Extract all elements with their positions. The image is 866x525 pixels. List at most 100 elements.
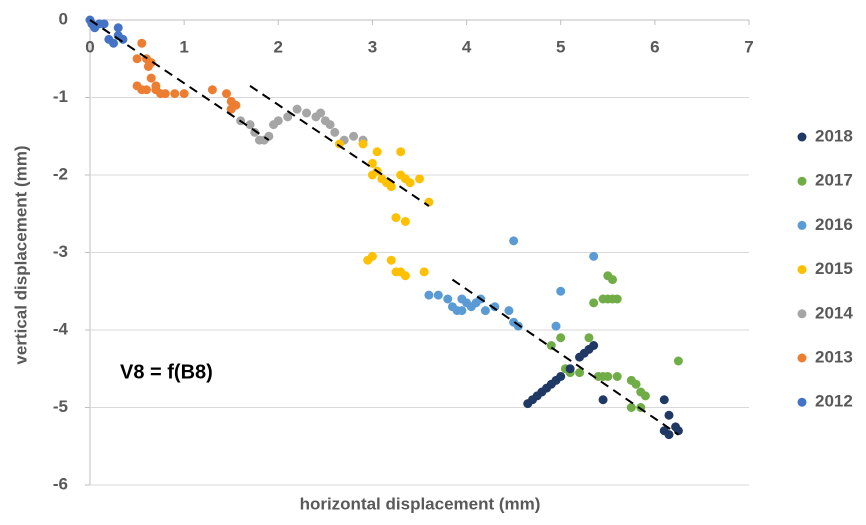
y-tick-label: -4 [53,319,69,338]
data-point [584,333,594,343]
data-point [400,217,410,226]
legend-label: 2016 [815,215,853,234]
data-point [556,286,566,296]
data-point [132,81,142,91]
data-point [358,139,368,149]
data-point [659,426,669,436]
data-point [396,147,406,157]
data-point [330,127,340,137]
data-point [471,298,481,308]
data-point [589,251,599,261]
data-point [367,158,377,168]
legend-label: 2012 [815,392,853,411]
data-point [269,120,279,130]
data-point [589,341,599,350]
data-point [631,379,641,389]
data-point [302,108,312,118]
data-point [207,85,217,95]
data-point [575,368,585,378]
data-point [386,182,396,192]
x-tick-label: 5 [556,37,565,56]
y-axis-title: vertical displacement (mm) [11,145,30,364]
legend-marker [797,176,807,186]
data-point [283,112,293,122]
legend-marker [797,220,807,230]
data-point [671,422,681,432]
data-point [179,89,189,99]
y-tick-label: -3 [53,242,68,261]
data-point [222,89,232,99]
data-point [509,236,519,246]
data-point [419,267,429,277]
data-point [457,306,467,316]
y-tick-label: -1 [53,87,68,106]
legend-marker [797,265,807,275]
data-point [640,391,650,401]
data-point [607,275,617,285]
y-tick-label: -5 [53,397,68,416]
data-point [433,290,443,300]
data-point [612,372,622,381]
data-point [156,89,166,99]
data-point [551,321,561,331]
legend-marker [797,353,807,363]
trend-line [89,19,270,141]
data-point [363,255,373,265]
data-point [349,131,359,141]
data-point [612,294,622,304]
data-point [325,120,335,130]
data-point [405,178,415,188]
x-tick-label: 3 [368,37,377,56]
legend-label: 2014 [815,303,853,322]
data-point [146,73,156,83]
data-point [231,100,241,110]
data-point [245,120,255,130]
data-point [443,294,453,304]
x-tick-label: 2 [274,37,283,56]
data-point [589,298,599,308]
data-point [146,58,156,68]
legend-label: 2013 [815,347,853,366]
data-point [626,403,636,412]
data-point [316,108,326,118]
data-point [556,333,566,343]
y-tick-label: -6 [53,474,68,493]
data-point [424,290,434,300]
data-point [391,213,401,223]
x-tick-label: 6 [650,37,659,56]
legend-label: 2015 [815,259,853,278]
data-point [504,306,514,316]
x-axis-title: horizontal displacement (mm) [300,494,541,513]
data-point [372,147,382,157]
data-point [598,395,608,405]
legend-marker [797,397,807,407]
data-point [603,372,613,381]
trend-line [451,278,679,436]
legend-label: 2017 [815,171,853,190]
legend-marker [797,132,807,142]
data-point [132,54,142,64]
legend-marker [797,309,807,319]
data-point [659,395,669,405]
data-point [367,170,377,180]
data-point [415,174,424,184]
data-point [141,85,151,95]
y-tick-label: -2 [53,164,68,183]
x-tick-label: 7 [744,37,753,56]
data-point [490,302,500,312]
y-tick-label: 0 [59,9,68,28]
data-point [137,38,147,48]
data-point [480,306,490,316]
data-point [664,410,674,420]
data-point [565,364,575,374]
data-point [400,271,410,281]
annotation: V8 = f(B8) [120,361,213,383]
data-point [546,341,556,350]
data-point [556,372,566,381]
data-point [109,38,119,48]
trend-line [249,85,430,207]
data-point [113,23,123,33]
x-tick-label: 4 [462,37,472,56]
data-point [386,255,396,265]
